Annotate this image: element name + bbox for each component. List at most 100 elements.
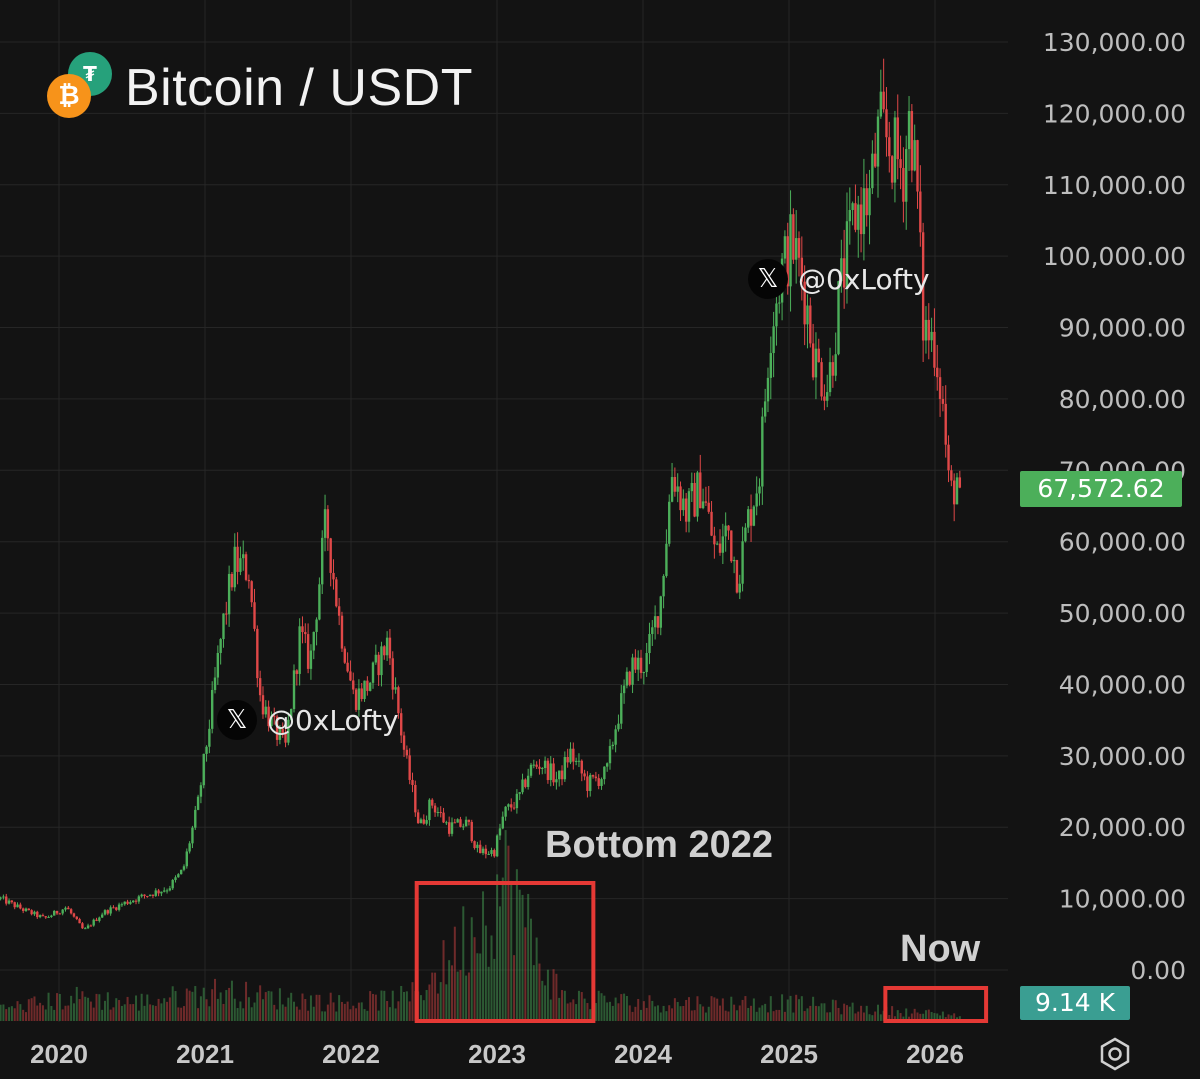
y-tick-label: 30,000.00 bbox=[1059, 742, 1186, 771]
candle-body bbox=[806, 305, 809, 325]
volume-bar bbox=[854, 1013, 857, 1021]
candle-body bbox=[913, 140, 916, 171]
candle-body bbox=[727, 525, 730, 531]
volume-bar bbox=[216, 998, 219, 1021]
candle-body bbox=[414, 785, 417, 813]
candle-body bbox=[586, 776, 589, 791]
volume-bar bbox=[812, 996, 815, 1021]
volume-bar bbox=[761, 1005, 764, 1021]
candle-body bbox=[546, 760, 550, 781]
candle-body bbox=[256, 628, 259, 679]
volume-bar bbox=[70, 995, 73, 1021]
candle-body bbox=[273, 715, 276, 717]
volume-bar bbox=[484, 925, 487, 1021]
candle-body bbox=[529, 764, 533, 776]
candle-body bbox=[941, 398, 945, 404]
volume-bar bbox=[253, 1002, 256, 1021]
volume-bar bbox=[236, 1008, 239, 1021]
candle-body bbox=[16, 904, 19, 908]
volume-bar bbox=[383, 990, 386, 1021]
volume-bar bbox=[47, 992, 50, 1021]
volume-bar bbox=[39, 1002, 42, 1021]
candle-body bbox=[13, 902, 16, 908]
candle-body bbox=[123, 901, 126, 905]
volume-bar bbox=[617, 1003, 620, 1021]
volume-bar bbox=[143, 1005, 146, 1021]
volume-bar bbox=[154, 1005, 157, 1021]
volume-bar bbox=[419, 995, 422, 1021]
candle-body bbox=[617, 723, 620, 730]
candle-body bbox=[713, 535, 716, 545]
volume-bar bbox=[623, 993, 626, 1021]
volume-bar bbox=[860, 1005, 863, 1021]
volume-bar bbox=[501, 877, 504, 1021]
volume-bar bbox=[750, 1005, 753, 1021]
volume-bar bbox=[513, 955, 516, 1021]
candle-body bbox=[61, 909, 64, 914]
volume-bar bbox=[625, 995, 628, 1021]
candle-body bbox=[236, 546, 239, 572]
candle-body bbox=[270, 715, 273, 727]
x-tick-label: 2025 bbox=[760, 1039, 818, 1069]
volume-bar bbox=[10, 1006, 13, 1021]
candle-body bbox=[495, 835, 499, 857]
candle-body bbox=[92, 919, 95, 926]
candle-body bbox=[298, 626, 301, 674]
candle-body bbox=[924, 319, 928, 341]
candle-body bbox=[820, 362, 823, 397]
candle-body bbox=[842, 258, 846, 288]
candle-body bbox=[58, 913, 62, 915]
volume-bar bbox=[704, 1012, 707, 1021]
volume-bar bbox=[947, 1014, 950, 1021]
candle-body bbox=[140, 894, 143, 897]
candle-body bbox=[194, 809, 197, 828]
volume-bar bbox=[924, 1010, 927, 1021]
volume-bar bbox=[654, 1006, 657, 1021]
candle-body bbox=[614, 729, 617, 745]
volume-bar bbox=[795, 994, 798, 1021]
volume-bar bbox=[735, 1010, 738, 1021]
candle-body bbox=[402, 735, 406, 750]
watermark-left: 𝕏 @0xLofty bbox=[217, 700, 399, 740]
volume-bar bbox=[936, 1013, 939, 1021]
candle-body bbox=[755, 493, 758, 507]
volume-bar bbox=[171, 986, 174, 1021]
volume-bar bbox=[228, 987, 231, 1021]
volume-bar bbox=[2, 1004, 5, 1021]
volume-bar bbox=[355, 1008, 358, 1021]
candle-body bbox=[741, 541, 744, 584]
volume-bar bbox=[129, 1004, 132, 1021]
volume-bar bbox=[597, 990, 600, 1021]
candle-body bbox=[639, 657, 643, 673]
volume-bar bbox=[563, 990, 566, 1021]
candle-body bbox=[752, 506, 756, 526]
candle-body bbox=[636, 657, 640, 670]
volume-bar bbox=[425, 990, 428, 1021]
volume-bar bbox=[197, 1008, 200, 1021]
volume-bar bbox=[349, 1009, 352, 1021]
candle-body bbox=[515, 793, 519, 809]
volume-bar bbox=[871, 1015, 874, 1021]
volume-bar bbox=[298, 1009, 301, 1021]
now-label: Now bbox=[900, 928, 981, 970]
volume-bar bbox=[41, 1005, 44, 1021]
volume-bar bbox=[140, 993, 143, 1021]
settings-gear-icon[interactable] bbox=[1097, 1036, 1133, 1072]
volume-bar bbox=[877, 1004, 880, 1021]
volume-bar bbox=[829, 1012, 832, 1021]
volume-bar bbox=[778, 1009, 781, 1021]
volume-bar bbox=[352, 1005, 355, 1021]
volume-bar bbox=[276, 1009, 279, 1021]
volume-bar bbox=[13, 1008, 16, 1021]
volume-bar bbox=[662, 1005, 665, 1021]
candle-body bbox=[81, 923, 84, 929]
candle-body bbox=[267, 706, 270, 727]
candle-body bbox=[24, 908, 28, 911]
candle-body bbox=[431, 799, 434, 806]
candle-body bbox=[899, 159, 902, 168]
volume-bar bbox=[817, 1006, 820, 1021]
volume-bar bbox=[256, 992, 259, 1021]
candle-body bbox=[662, 575, 665, 597]
candle-body bbox=[354, 689, 358, 710]
